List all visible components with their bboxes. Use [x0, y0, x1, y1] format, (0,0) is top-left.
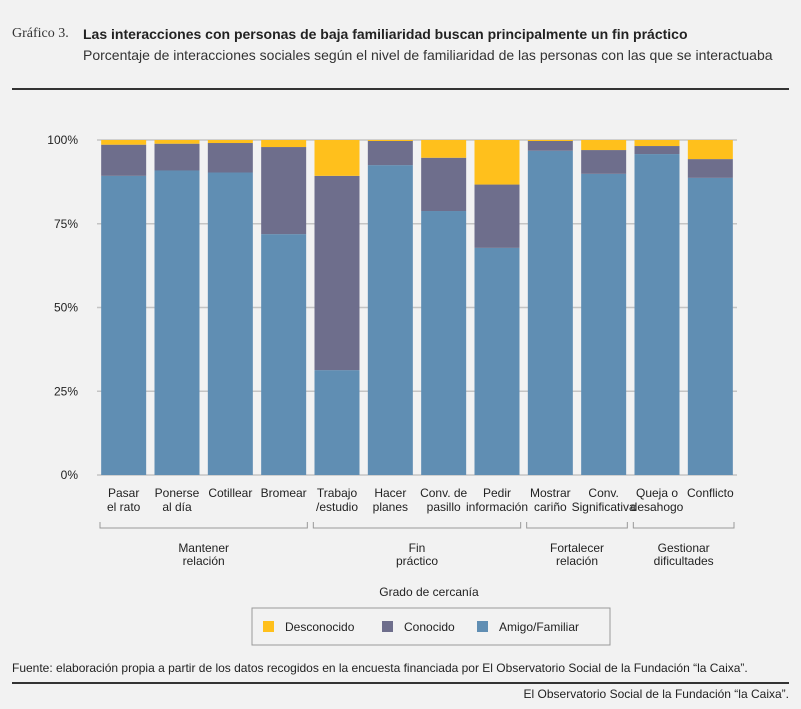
x-tick-label: Queja o: [636, 486, 678, 500]
bar-desconocido: [474, 140, 520, 185]
x-tick-label: desahogo: [631, 500, 684, 514]
legend-swatch: [382, 621, 393, 632]
bar-desconocido: [581, 140, 627, 151]
legend-swatch: [477, 621, 488, 632]
group-label: dificultades: [654, 554, 714, 568]
bar-conocido: [261, 147, 307, 235]
bar-conocido: [154, 143, 200, 171]
bottom-rule: [12, 682, 789, 684]
x-tick-label: Hacer: [374, 486, 406, 500]
legend-box: [251, 607, 611, 646]
source-note: Fuente: elaboración propia a partir de l…: [12, 661, 748, 675]
bar-amigofamiliar: [687, 177, 733, 476]
x-tick-label: Cotillear: [208, 486, 252, 500]
x-axis-label: Grado de cercanía: [379, 585, 479, 599]
x-tick-label: Conv. de: [420, 486, 467, 500]
group-label: Fortalecer: [550, 541, 604, 555]
group-label: Mantener: [178, 541, 229, 555]
bar-desconocido: [207, 140, 253, 144]
x-tick-label: Significativa: [572, 500, 636, 514]
group-label: Gestionar: [658, 541, 710, 555]
group-bracket: [632, 522, 735, 529]
bar-conocido: [687, 159, 733, 178]
bar-conocido: [421, 157, 467, 212]
x-tick-label: Trabajo: [317, 486, 358, 500]
bar-desconocido: [634, 140, 680, 147]
bar-amigofamiliar: [421, 211, 467, 475]
group-label: Fin: [409, 541, 426, 555]
bar-conocido: [474, 184, 520, 248]
legend-label: Conocido: [404, 620, 455, 634]
bar-desconocido: [421, 140, 467, 158]
group-label: práctico: [396, 554, 438, 568]
y-tick-label: 100%: [47, 133, 78, 147]
bar-desconocido: [101, 140, 147, 145]
group-bracket: [312, 522, 522, 529]
chart-subtitle: Porcentaje de interacciones sociales seg…: [83, 47, 773, 63]
bar-conocido: [314, 175, 360, 371]
legend-swatch: [263, 621, 274, 632]
x-tick-label: Conflicto: [687, 486, 734, 500]
x-tick-label: al día: [162, 500, 192, 514]
x-tick-label: Mostrar: [530, 486, 571, 500]
y-tick-label: 0%: [61, 468, 79, 482]
y-tick-label: 25%: [54, 384, 78, 398]
x-tick-label: Conv.: [588, 486, 618, 500]
x-tick-label: Pasar: [108, 486, 139, 500]
x-tick-label: información: [466, 500, 528, 514]
bar-conocido: [634, 146, 680, 155]
bar-desconocido: [314, 140, 360, 176]
bar-amigofamiliar: [527, 150, 573, 475]
x-tick-label: Pedir: [483, 486, 511, 500]
legend-label: Desconocido: [285, 620, 355, 634]
bar-desconocido: [687, 140, 733, 160]
chart-title: Las interacciones con personas de baja f…: [83, 26, 688, 42]
legend-label: Amigo/Familiar: [499, 620, 579, 634]
bar-conocido: [581, 150, 627, 174]
bar-conocido: [367, 141, 413, 166]
x-tick-label: planes: [373, 500, 408, 514]
bar-amigofamiliar: [314, 370, 360, 475]
bar-conocido: [527, 141, 573, 151]
x-tick-label: Bromear: [261, 486, 307, 500]
y-tick-label: 50%: [54, 301, 78, 315]
bar-desconocido: [527, 140, 573, 142]
bar-amigofamiliar: [634, 154, 680, 475]
group-label: relación: [556, 554, 598, 568]
footer: El Observatorio Social de la Fundación “…: [523, 687, 789, 701]
bar-amigofamiliar: [101, 175, 147, 475]
bar-desconocido: [367, 140, 413, 142]
group-bracket: [526, 522, 628, 529]
bar-desconocido: [261, 140, 307, 148]
figure-label: Gráfico 3.: [12, 26, 69, 41]
x-tick-label: el rato: [107, 500, 141, 514]
bar-amigofamiliar: [581, 173, 627, 475]
y-tick-label: 75%: [54, 217, 78, 231]
bar-amigofamiliar: [261, 234, 307, 475]
bar-conocido: [101, 144, 147, 176]
group-label: relación: [183, 554, 225, 568]
bar-amigofamiliar: [154, 170, 200, 476]
x-tick-label: /estudio: [316, 500, 358, 514]
bar-amigofamiliar: [474, 247, 520, 475]
bar-conocido: [207, 143, 253, 173]
top-rule: [12, 88, 789, 90]
x-tick-label: cariño: [534, 500, 567, 514]
x-tick-label: Ponerse: [155, 486, 200, 500]
bar-desconocido: [154, 140, 200, 144]
bar-amigofamiliar: [367, 165, 413, 475]
x-tick-label: pasillo: [427, 500, 461, 514]
group-bracket: [99, 522, 308, 529]
bar-amigofamiliar: [207, 172, 253, 475]
